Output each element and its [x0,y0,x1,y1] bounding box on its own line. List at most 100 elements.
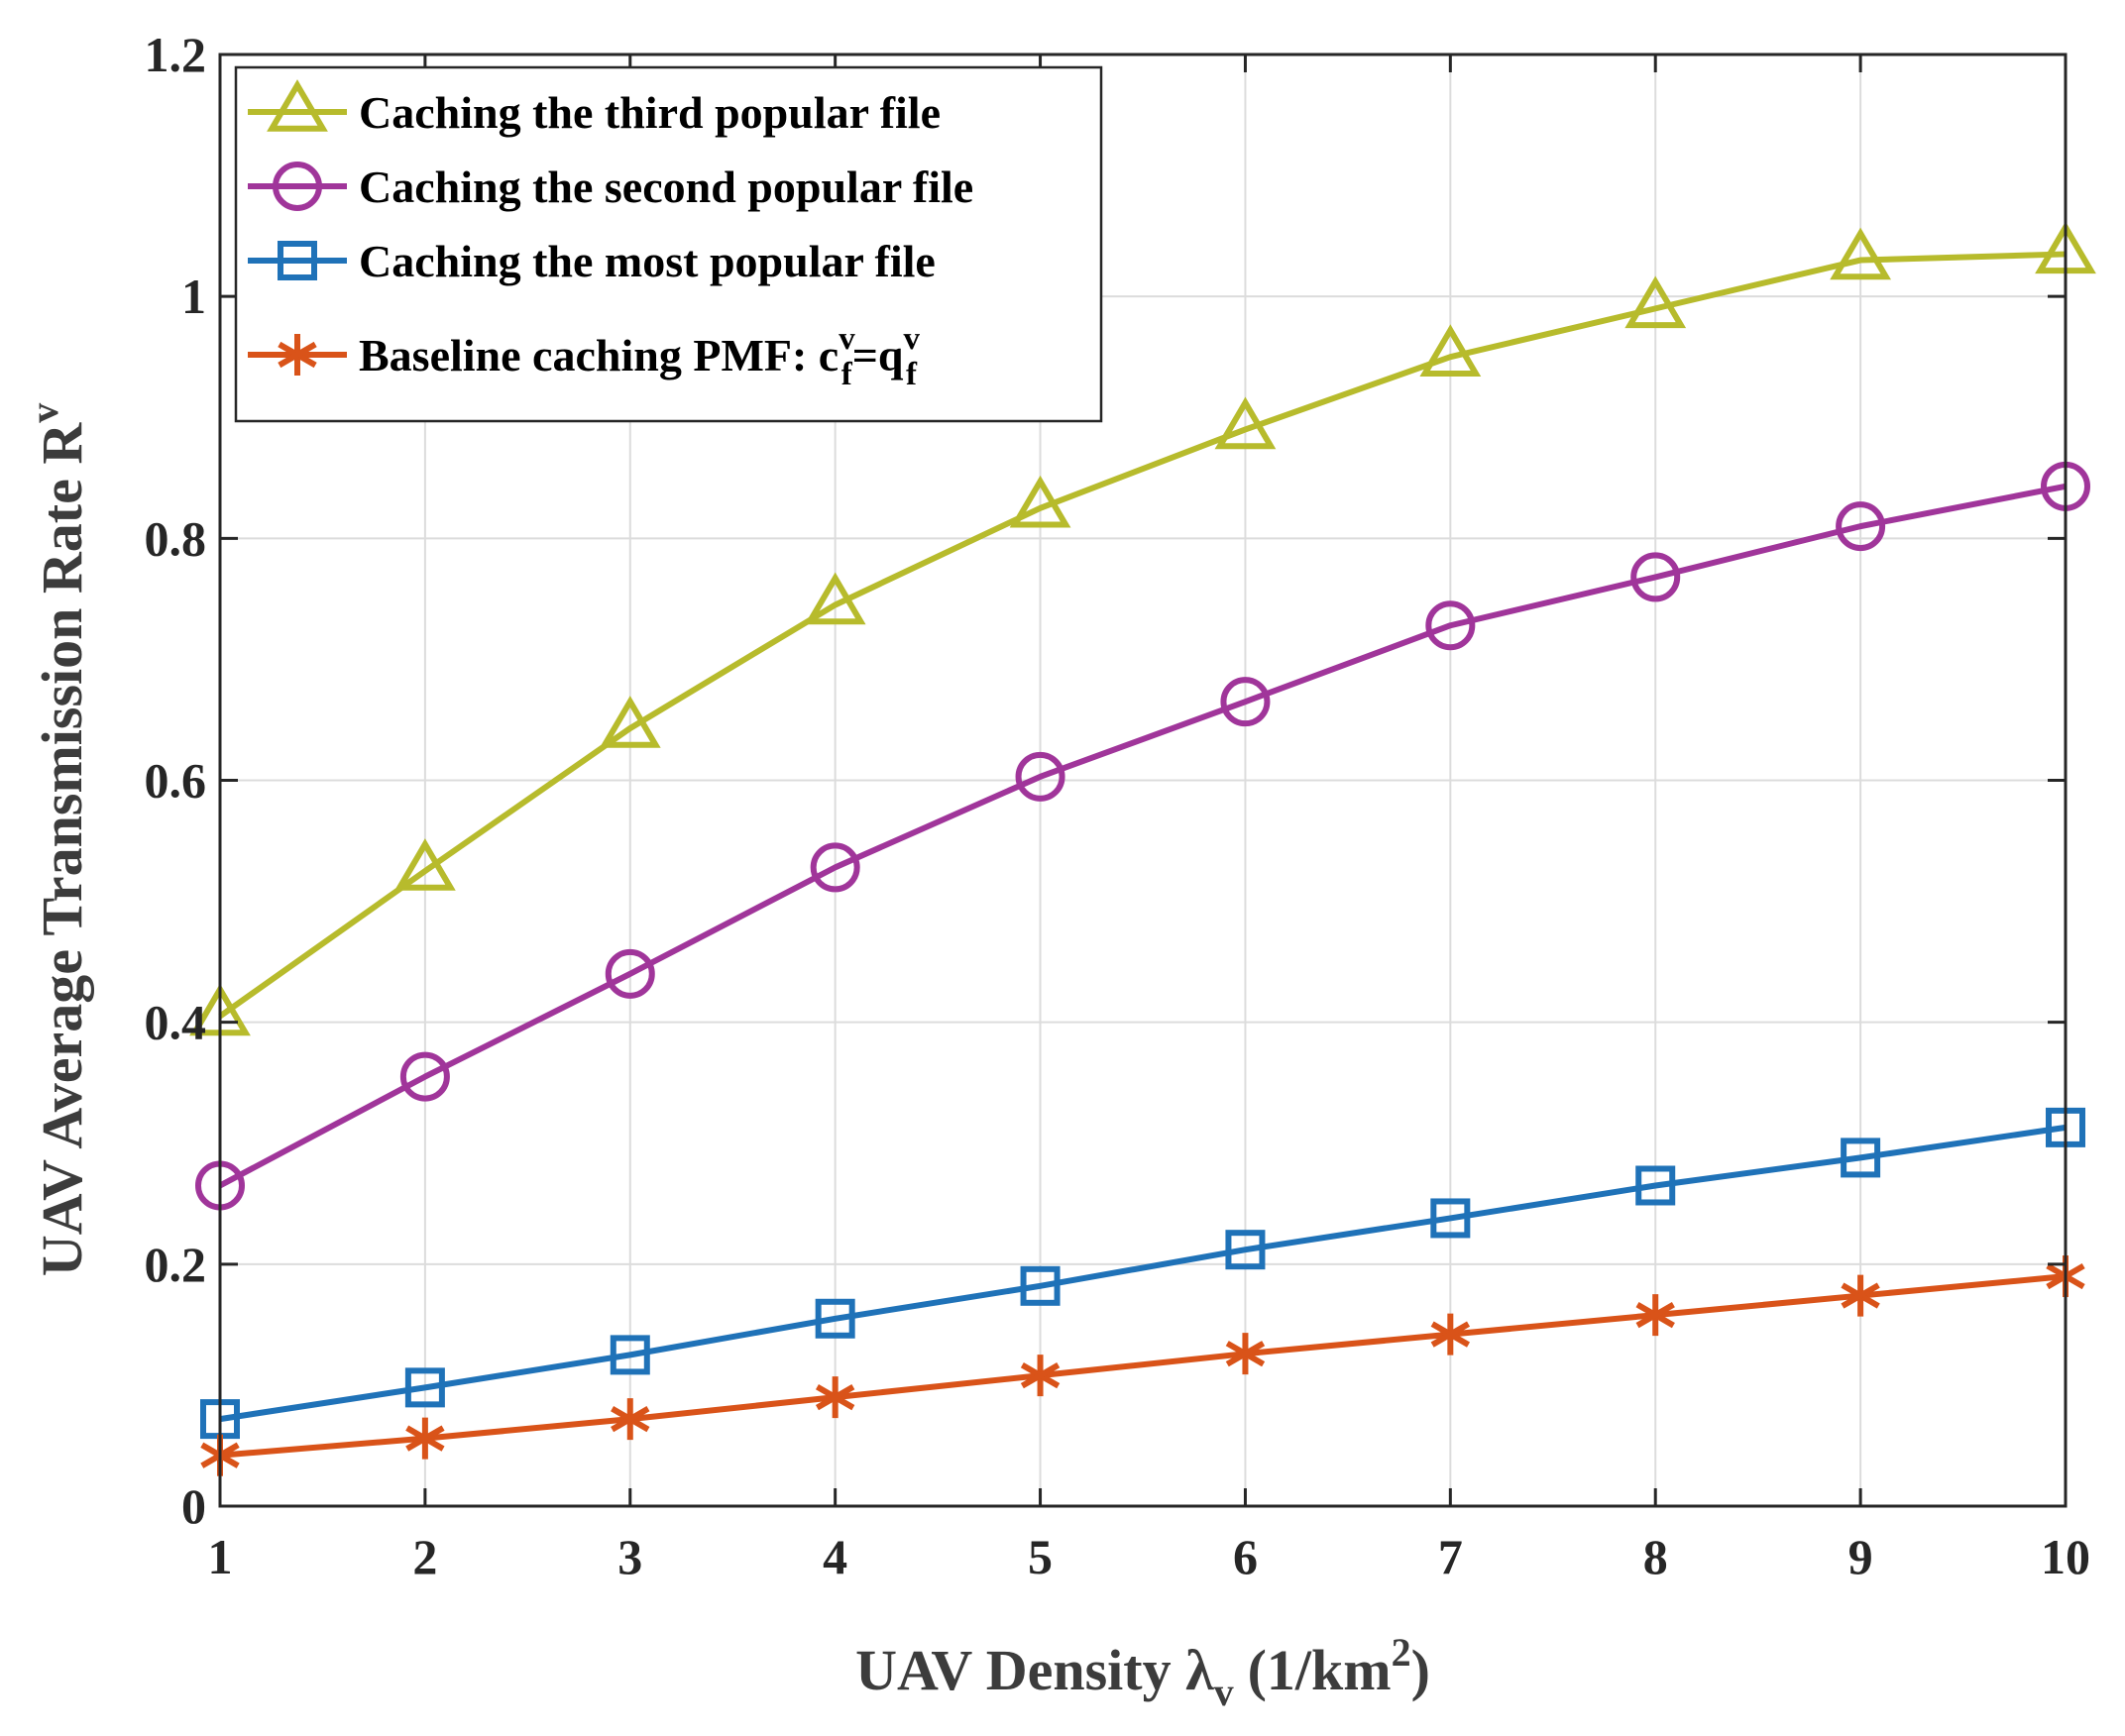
asterisk-stroke [1225,1341,1266,1367]
tick-labels: 1 2 3 4 5 6 7 8 9 10 0 0.2 0.4 0.6 0.8 1 1.2 [145,27,2091,1584]
data-point-triangle [599,696,661,748]
data-point-triangle [1624,275,1687,329]
legend-c-sub: f [841,357,853,392]
data-point-square [1430,1198,1471,1239]
series-1 [189,221,2096,1036]
legend-marker-square [278,241,317,280]
x-tick-label: 1 [208,1529,233,1584]
data-point-square [1225,1230,1266,1270]
data-point-triangle [1009,475,1071,528]
series-line [218,251,2067,1020]
data-point-square [1020,1265,1061,1306]
x-tick-label: 9 [1848,1529,1873,1584]
x-axis-title: UAV Density λv (1/km2) [855,1630,1430,1714]
series-2 [195,461,2090,1211]
data-point-circle [1015,751,1065,802]
legend-c-sup: v [839,321,855,357]
x-tick-label: 5 [1028,1529,1053,1584]
data-point-asterisk [1225,1333,1266,1375]
legend-entries: Caching the third popular file Caching th… [248,79,973,392]
legend-entry-3: Caching the most popular file [248,236,936,286]
legend-box [234,65,1103,423]
data-point-circle [399,1051,450,1102]
data-point-triangle [804,572,866,625]
legend-label: Caching the most popular file [359,236,936,286]
data-point-asterisk [815,1376,855,1419]
y-tick-label: 0.6 [145,753,207,809]
x-tick-label: 8 [1643,1529,1668,1584]
data-point-asterisk [1841,1274,1880,1317]
asterisk-stroke [611,1406,650,1433]
data-point-circle [1425,600,1476,651]
legend-q-sup: v [904,321,921,357]
legend-marker-triangle [267,79,328,132]
data-point-asterisk [1020,1355,1061,1397]
data-point-circle [1630,552,1681,602]
y-axis-title-superscript: v [22,403,66,423]
data-point-circle [1836,501,1886,552]
legend-entry-4: Baseline caching PMF: cv f=qv f [248,321,921,392]
legend-marker-circle [273,162,322,211]
legend-label: Caching the second popular file [359,162,973,212]
data-point-triangle [394,838,456,891]
asterisk-stroke [405,1425,445,1452]
legend-label: Caching the third popular file [359,87,941,138]
x-tick-label: 7 [1438,1529,1463,1584]
legend-label-text: Baseline caching PMF: c [359,330,839,380]
data-point-circle [810,842,860,893]
asterisk-stroke [1841,1282,1880,1309]
x-tick-label: 3 [617,1529,642,1584]
data-point-square [1635,1165,1676,1206]
data-point-square [404,1367,445,1408]
series-line [219,1124,2067,1423]
x-axis-title-main: UAV Density λ [855,1638,1214,1702]
asterisk-stroke [815,1384,855,1411]
series-line [218,483,2067,1189]
data-point-triangle [1419,324,1482,377]
y-axis-title: UAV Average Transmission Rate Rv [22,403,94,1276]
x-axis-title-unit-suffix: ) [1411,1638,1430,1702]
asterisk-stroke [278,341,317,369]
x-axis-title-subscript: v [1214,1670,1234,1714]
data-point-circle [605,948,655,999]
data-point-square [815,1298,855,1339]
legend-label-text: Caching the second popular file [359,162,973,212]
y-axis-title-main: UAV Average Transmission Rate R [30,422,94,1277]
data-point-square [1841,1138,1881,1178]
legend-label-text: Caching the third popular file [359,87,941,138]
data-point-asterisk [1635,1294,1675,1337]
data-point-triangle [1830,227,1891,280]
asterisk-stroke [1020,1362,1061,1389]
x-axis-title-unit-prefix: (1/km [1248,1638,1392,1702]
y-tick-label: 0.2 [145,1237,207,1292]
series-line [219,1273,2067,1459]
legend-q-sub: f [906,357,918,392]
y-tick-label: 0 [181,1478,206,1534]
y-tick-label: 0.4 [145,995,207,1050]
x-tick-label: 6 [1233,1529,1258,1584]
data-point-asterisk [1430,1313,1471,1356]
legend-label-text: Caching the most popular file [359,236,936,286]
y-tick-label: 1 [181,269,206,324]
legend-equals-q: =q [852,330,904,380]
legend: Caching the third popular file Caching th… [234,65,1103,423]
x-axis-title-unit-sup: 2 [1392,1630,1411,1675]
data-point-asterisk [611,1398,650,1441]
asterisk-stroke [1635,1302,1675,1329]
data-point-square [610,1335,650,1375]
y-tick-label: 1.2 [145,27,207,82]
legend-entry-2: Caching the second popular file [248,162,973,212]
data-point-asterisk [405,1417,445,1460]
x-tick-label: 2 [412,1529,437,1584]
series-3 [200,1107,2085,1440]
data-point-triangle [1214,396,1277,450]
series-4 [200,1255,2085,1476]
legend-marker-asterisk [278,334,317,376]
data-point-circle [1220,677,1271,727]
asterisk-stroke [1430,1321,1471,1348]
x-tick-label: 10 [2041,1529,2090,1584]
legend-entry-1: Caching the third popular file [248,79,941,138]
legend-label: Baseline caching PMF: cv f=qv f [359,321,921,392]
y-tick-label: 0.8 [145,510,207,566]
